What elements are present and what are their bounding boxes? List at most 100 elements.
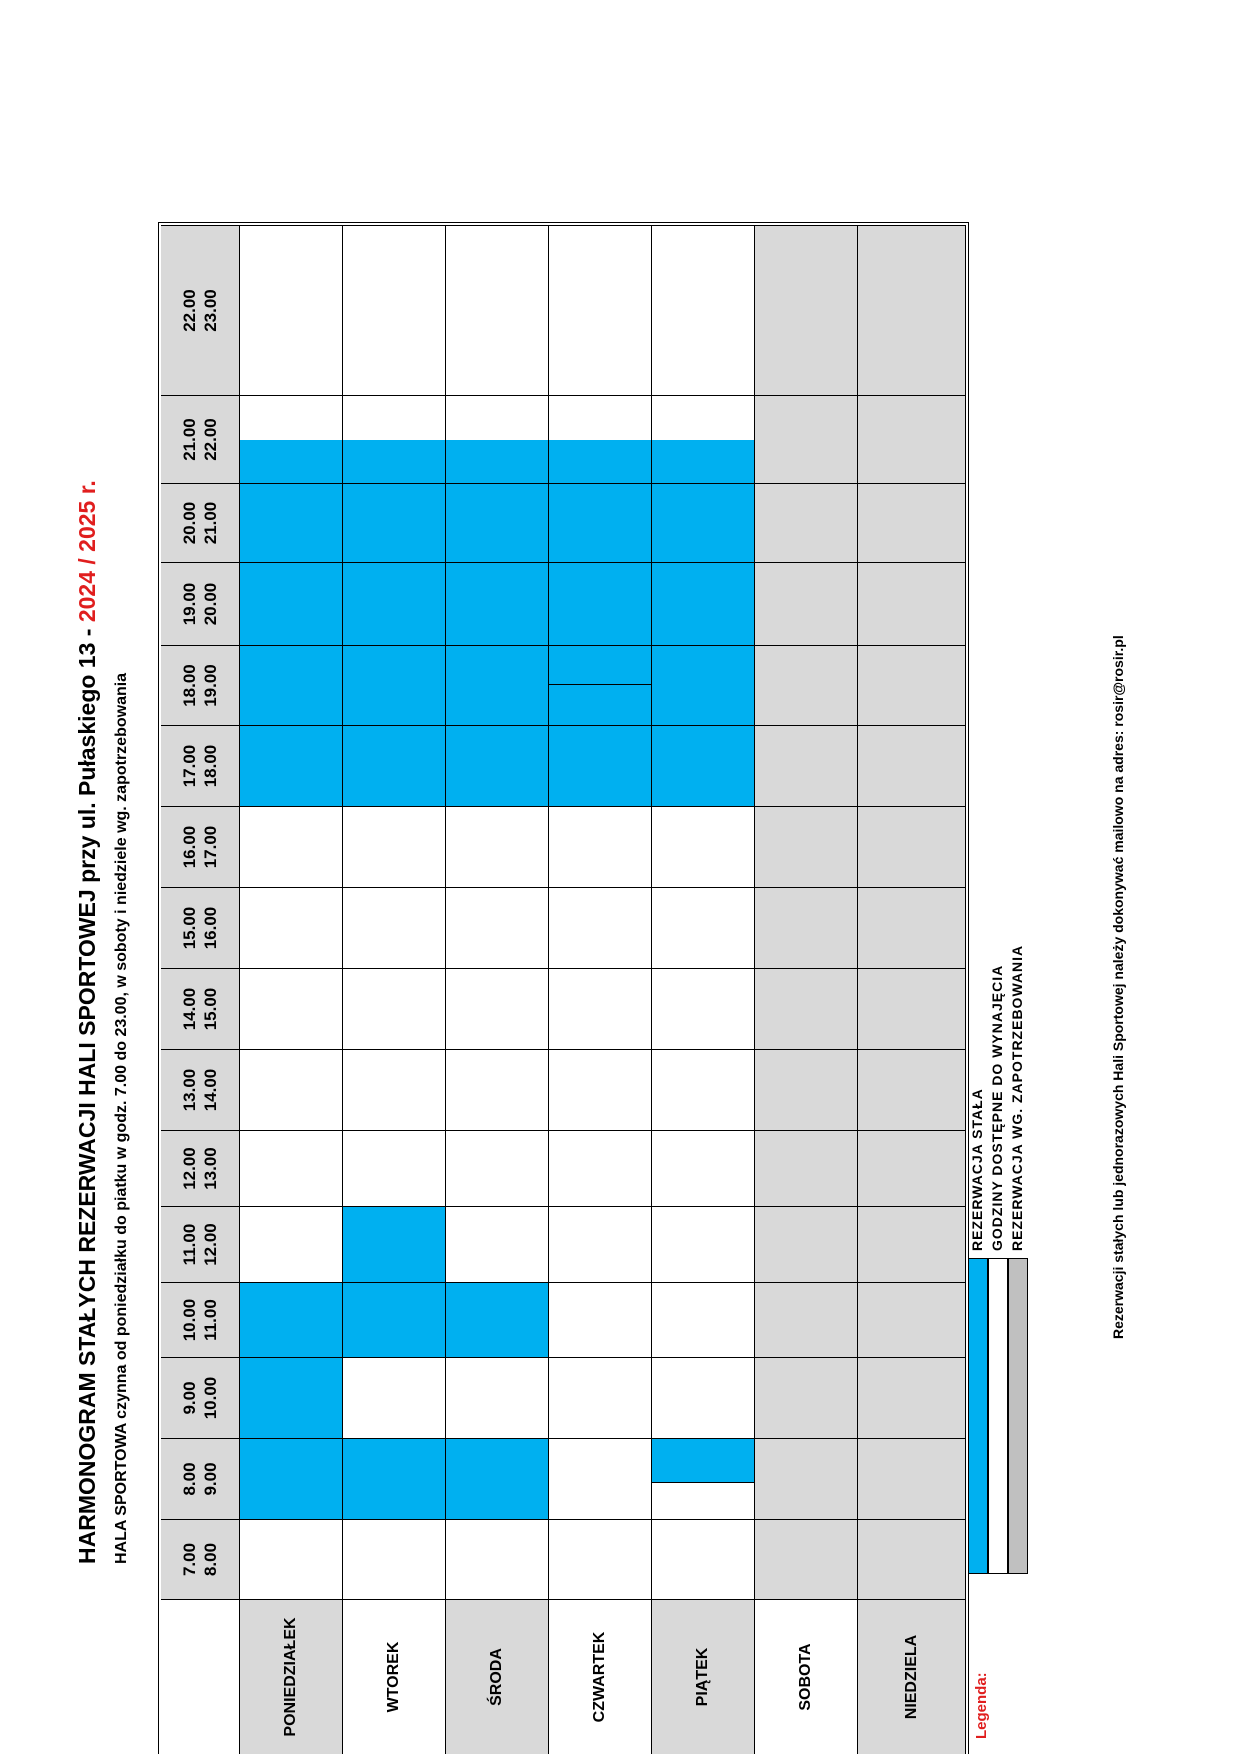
slot-cell-on <box>858 1130 966 1206</box>
hour-from: 18.00 <box>180 664 199 707</box>
slot-divider <box>549 684 651 725</box>
slot-cell-free <box>343 1519 446 1599</box>
slot-cell-free <box>549 1438 652 1519</box>
hour-header-cell: 11.00 12.00 <box>161 1206 240 1282</box>
slot-cell-free <box>652 225 755 395</box>
slot-cell-free <box>549 968 652 1049</box>
slot-cell-res <box>652 483 755 562</box>
slot-cell-on <box>858 968 966 1049</box>
hour-from: 13.00 <box>180 1068 199 1112</box>
slot-cell-free <box>446 1130 549 1206</box>
footer-note: Rezerwacji stałych lub jednorazowych Hal… <box>1110 635 1126 1339</box>
hour-from: 10.00 <box>180 1298 199 1342</box>
hour-from: 16.00 <box>180 825 199 869</box>
slot-cell-partial <box>652 395 755 483</box>
slot-cell-on <box>858 395 966 483</box>
slot-cell-res <box>343 645 446 725</box>
hour-from: 8.00 <box>180 1462 199 1496</box>
slot-cell-partial <box>446 395 549 483</box>
slot-cell-free <box>652 1130 755 1206</box>
slot-cell-res <box>240 1282 343 1357</box>
slot-cell-free <box>343 806 446 887</box>
slot-cell-res <box>240 725 343 806</box>
slot-cell-free <box>446 1357 549 1438</box>
slot-cell-on <box>858 1049 966 1130</box>
slot-cell-on <box>755 968 858 1049</box>
slot-cell-res <box>240 1357 343 1438</box>
hour-to: 13.00 <box>201 1147 220 1190</box>
slot-cell-on <box>858 1282 966 1357</box>
slot-cell-res <box>652 645 755 725</box>
hour-header-cell: 17.00 18.00 <box>161 725 240 806</box>
hour-from: 11.00 <box>180 1223 199 1266</box>
slot-cell-free <box>240 1049 343 1130</box>
slot-cell-res <box>652 725 755 806</box>
slot-cell-free <box>446 887 549 968</box>
slot-cell-on <box>755 1438 858 1519</box>
slot-cell-free <box>652 1519 755 1599</box>
slot-cell-free <box>652 887 755 968</box>
slot-cell-free <box>652 968 755 1049</box>
slot-cell-partial <box>240 395 343 483</box>
slot-cell-on <box>755 1282 858 1357</box>
hour-to: 20.00 <box>201 582 220 626</box>
slot-cell-free <box>446 1206 549 1282</box>
page-title: HARMONOGRAM STAŁYCH REZERWACJI HALI SPOR… <box>74 480 101 1564</box>
hour-header-cell: 8.00 9.00 <box>161 1438 240 1519</box>
hour-to: 22.00 <box>201 418 220 461</box>
slot-cell-free <box>240 1519 343 1599</box>
slot-cell-on <box>858 1438 966 1519</box>
slot-cell-res <box>549 483 652 562</box>
hour-to: 9.00 <box>201 1462 220 1496</box>
slot-cell-res <box>343 1438 446 1519</box>
hour-from: 9.00 <box>180 1381 199 1415</box>
day-label-cell: CZWARTEK <box>549 1599 652 1754</box>
slot-cell-partial <box>343 395 446 483</box>
hour-to: 23.00 <box>201 289 220 332</box>
hour-to: 11.00 <box>201 1299 220 1341</box>
slot-cell-on <box>755 1206 858 1282</box>
hour-header-cell: 12.00 13.00 <box>161 1130 240 1206</box>
day-label-cell: PONIEDZIAŁEK <box>240 1599 343 1754</box>
slot-cell-res <box>343 1206 446 1282</box>
slot-cell-on <box>858 725 966 806</box>
slot-fill <box>652 1438 754 1483</box>
slot-cell-free <box>343 968 446 1049</box>
slot-cell-free <box>240 1130 343 1206</box>
day-label-cell: ŚRODA <box>446 1599 549 1754</box>
title-main: HARMONOGRAM STAŁYCH REZERWACJI HALI SPOR… <box>74 628 100 1564</box>
slot-cell-free <box>343 225 446 395</box>
slot-cell-res <box>343 1282 446 1357</box>
slot-cell-on <box>858 645 966 725</box>
slot-cell-free <box>549 1282 652 1357</box>
hour-to: 14.00 <box>201 1068 220 1112</box>
slot-cell-res <box>446 562 549 645</box>
legend-swatch <box>968 1258 988 1574</box>
hour-header-cell: 20.00 21.00 <box>161 483 240 562</box>
slot-cell-free <box>446 968 549 1049</box>
slot-cell-free <box>549 1206 652 1282</box>
slot-fill <box>343 440 445 483</box>
slot-cell-free <box>652 806 755 887</box>
day-label-cell: SOBOTA <box>755 1599 858 1754</box>
slot-cell-free <box>446 806 549 887</box>
hour-header-cell: 13.00 14.00 <box>161 1049 240 1130</box>
slot-cell-res <box>446 1438 549 1519</box>
slot-cell-on <box>755 1049 858 1130</box>
slot-cell-free <box>240 1206 343 1282</box>
slot-cell-on <box>755 1519 858 1599</box>
slot-cell-on <box>755 225 858 395</box>
hour-to: 10.00 <box>201 1376 220 1420</box>
slot-cell-res <box>343 483 446 562</box>
slot-cell-free <box>240 225 343 395</box>
slot-cell-on <box>858 1206 966 1282</box>
legend-swatch <box>988 1258 1008 1574</box>
day-label-cell: WTOREK <box>343 1599 446 1754</box>
slot-cell-free <box>343 887 446 968</box>
hour-to: 19.00 <box>201 664 220 707</box>
slot-cell-on <box>858 1357 966 1438</box>
slot-cell-res <box>240 1438 343 1519</box>
slot-cell-free <box>343 1130 446 1206</box>
hour-from: 20.00 <box>180 501 199 545</box>
